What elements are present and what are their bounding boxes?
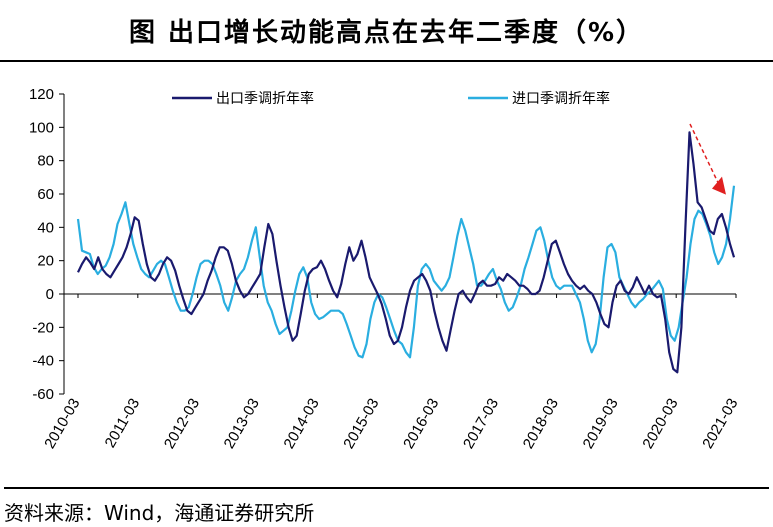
x-tick-label: 2014-03 [280, 396, 322, 452]
series-layer [76, 131, 736, 374]
x-tick-label: 2016-03 [400, 396, 442, 452]
trend-arrow [689, 123, 726, 195]
y-tick-label: 120 [29, 86, 54, 103]
y-tick-label: 60 [37, 186, 54, 203]
chart-title: 图 出口增长动能高点在去年二季度（%） [0, 0, 773, 62]
x-tick-label: 2020-03 [639, 396, 681, 452]
y-tick-label: 100 [29, 119, 54, 136]
series-export-line [77, 131, 736, 374]
legend-label: 进口季调折年率 [512, 90, 610, 107]
y-tick-label: 0 [46, 286, 54, 303]
x-tick-label: 2013-03 [221, 396, 263, 452]
x-tick-label: 2015-03 [340, 396, 382, 452]
trend-arrow-head [712, 176, 726, 195]
y-axis: -60 -40 -20 0 20 40 60 80 100 120 [29, 86, 65, 403]
y-tick-label: 80 [37, 153, 54, 170]
x-tick-label: 2018-03 [520, 396, 562, 452]
source-note: 资料来源：Wind，海通证券研究所 [4, 487, 769, 527]
legend: 出口季调折年率 进口季调折年率 [172, 90, 610, 107]
trend-arrow-line [689, 123, 720, 185]
y-tick-label: -60 [32, 386, 54, 403]
y-tick-label: 20 [37, 253, 54, 270]
x-tick-label: 2011-03 [102, 396, 144, 451]
legend-label: 出口季调折年率 [216, 90, 314, 107]
y-tick-label: -40 [32, 353, 54, 370]
x-tick-label: 2010-03 [41, 396, 83, 452]
x-tick-label: 2017-03 [460, 396, 502, 452]
x-tick-label: 2021-03 [699, 396, 741, 452]
x-tick-label: 2019-03 [580, 396, 622, 452]
y-tick-label: 40 [37, 219, 54, 236]
x-axis: 2010-03 2011-03 2012-03 2013-03 2014-03 2015-… [41, 293, 741, 452]
x-tick-label: 2012-03 [161, 396, 203, 452]
y-tick-label: -20 [32, 319, 54, 336]
